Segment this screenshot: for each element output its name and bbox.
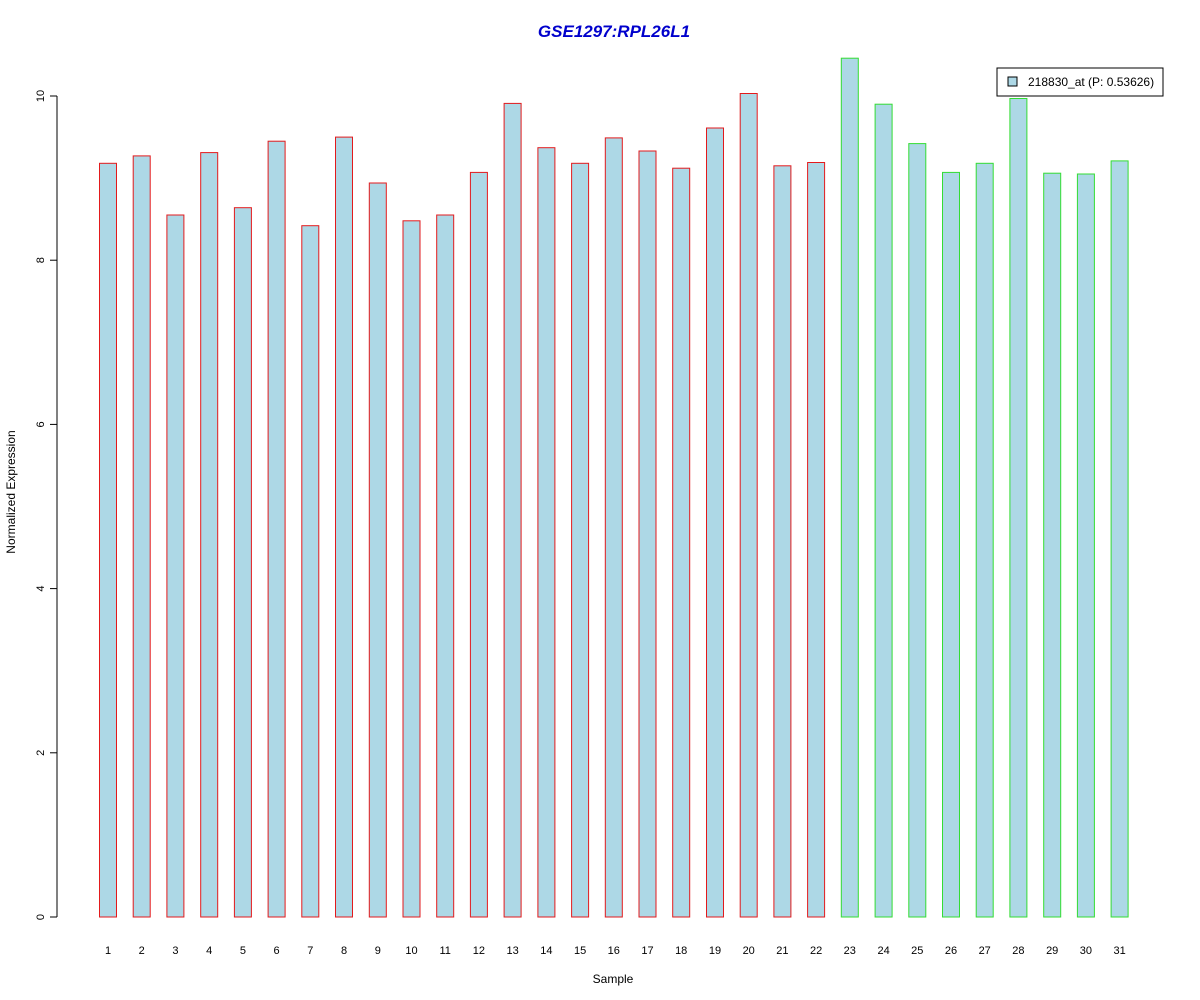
x-tick-label: 20 (743, 945, 755, 957)
x-tick-labels: 1 2 3 4 5 6 7 8 9 10 11 12 13 14 15 16 17 18 19 20 21 22 23 24 2… (105, 945, 1126, 957)
bar (368, 182, 387, 918)
bar (301, 225, 320, 918)
bar (200, 152, 219, 918)
bar (942, 171, 960, 918)
x-tick-label: 30 (1080, 945, 1092, 957)
x-tick-label: 3 (172, 945, 178, 957)
bar (469, 171, 488, 918)
bar (335, 136, 353, 918)
bar (233, 207, 252, 918)
bar (402, 220, 421, 918)
legend-box (996, 67, 1164, 97)
y-tick-label: 8 (35, 257, 47, 263)
bar (773, 165, 792, 918)
x-tick-label: 19 (709, 945, 721, 957)
x-tick-label: 25 (911, 945, 923, 957)
x-tick-label: 24 (877, 945, 889, 957)
x-tick-label: 14 (540, 945, 552, 957)
bar (267, 140, 286, 918)
bar (1110, 160, 1129, 918)
y-axis-label: Normalized Expression (4, 430, 18, 553)
x-tick-label: 31 (1113, 945, 1125, 957)
x-tick-label: 16 (608, 945, 620, 957)
bar (99, 162, 117, 918)
x-tick-label: 13 (506, 945, 518, 957)
legend-entry-label: 218830_at (P: 0.53626) (1028, 75, 1154, 89)
x-tick-label: 17 (641, 945, 653, 957)
bar (1043, 172, 1062, 918)
bar (166, 214, 185, 918)
legend: 218830_at (P: 0.53626) (996, 67, 1164, 97)
bar (638, 150, 657, 918)
x-tick-label: 22 (810, 945, 822, 957)
x-tick-label: 12 (473, 945, 485, 957)
y-tick-label: 10 (35, 90, 47, 102)
x-tick-label: 29 (1046, 945, 1058, 957)
x-tick-label: 8 (341, 945, 347, 957)
x-tick-label: 26 (945, 945, 957, 957)
y-tick-label: 0 (35, 914, 47, 920)
bar (672, 167, 691, 918)
x-tick-label: 5 (240, 945, 246, 957)
bar (1076, 173, 1095, 918)
y-tick-label: 4 (35, 586, 47, 592)
x-tick-label: 28 (1012, 945, 1024, 957)
bar (436, 214, 455, 918)
bar (807, 162, 826, 918)
x-tick-label: 18 (675, 945, 687, 957)
x-tick-label: 4 (206, 945, 212, 957)
y-axis: 0 2 4 6 8 10 (35, 90, 58, 920)
x-tick-label: 11 (439, 945, 450, 957)
bar (706, 127, 724, 918)
x-tick-label: 27 (979, 945, 991, 957)
y-tick-label: 6 (35, 421, 47, 427)
bar (1009, 98, 1028, 918)
x-tick-label: 2 (139, 945, 145, 957)
legend-swatch (1007, 76, 1018, 87)
y-tick-label: 2 (35, 750, 47, 756)
bar (537, 147, 556, 918)
bar (503, 102, 522, 918)
bar (874, 103, 893, 918)
x-tick-label: 10 (405, 945, 417, 957)
x-tick-label: 7 (307, 945, 313, 957)
bars-group (99, 57, 1129, 918)
x-tick-label: 1 (105, 945, 111, 957)
x-axis-label: Sample (593, 972, 634, 986)
x-tick-label: 23 (844, 945, 856, 957)
x-tick-label: 15 (574, 945, 586, 957)
bar (840, 57, 859, 918)
bar (604, 137, 623, 918)
bar (132, 155, 151, 918)
x-tick-label: 9 (375, 945, 381, 957)
bar (975, 162, 994, 918)
bar (571, 162, 590, 918)
bar (739, 93, 758, 918)
x-tick-label: 6 (274, 945, 280, 957)
chart-title: GSE1297:RPL26L1 (538, 22, 690, 41)
x-tick-label: 21 (776, 945, 788, 957)
bar (908, 143, 927, 918)
